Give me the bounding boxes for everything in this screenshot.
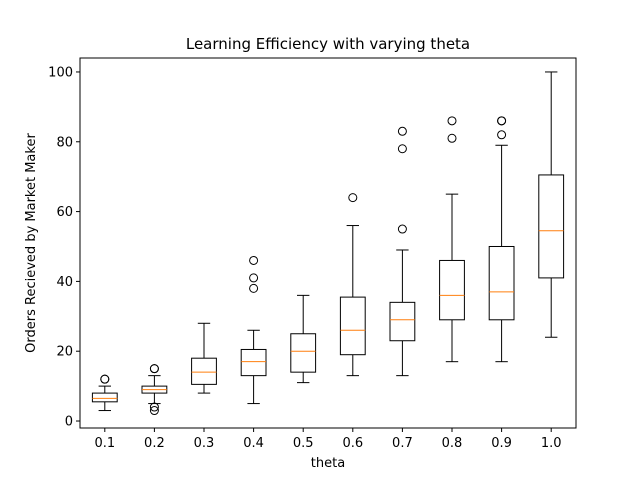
box-group bbox=[240, 255, 267, 405]
x-tick-label: 0.5 bbox=[293, 436, 314, 451]
box-group bbox=[191, 322, 217, 394]
outlier-point bbox=[497, 130, 507, 140]
y-tick-label: 80 bbox=[56, 135, 73, 150]
box-group bbox=[488, 116, 515, 363]
outlier-point bbox=[149, 406, 159, 416]
y-tick-label: 60 bbox=[56, 205, 73, 220]
x-tick-label: 0.8 bbox=[442, 436, 463, 451]
box-group bbox=[141, 364, 168, 416]
iqr-box bbox=[191, 357, 217, 385]
iqr-box bbox=[439, 259, 465, 321]
x-tick-label: 0.1 bbox=[94, 436, 115, 451]
outlier-point bbox=[249, 255, 259, 265]
outlier-point bbox=[397, 224, 407, 234]
outlier-point bbox=[497, 116, 507, 126]
box-group bbox=[538, 71, 565, 338]
y-tick-label: 100 bbox=[48, 65, 73, 80]
plot-frame bbox=[79, 57, 577, 429]
chart-title: Learning Efficiency with varying theta bbox=[186, 35, 470, 53]
y-axis-label: Orders Recieved by Market Maker bbox=[24, 133, 39, 353]
x-tick-label: 0.2 bbox=[144, 436, 165, 451]
iqr-box bbox=[290, 333, 317, 373]
outlier-point bbox=[249, 273, 259, 283]
x-tick-label: 0.9 bbox=[491, 436, 512, 451]
box-group bbox=[389, 126, 416, 377]
x-tick-label: 0.6 bbox=[342, 436, 363, 451]
outlier-point bbox=[447, 116, 457, 126]
outlier-point bbox=[348, 193, 358, 203]
outlier-point bbox=[100, 374, 110, 384]
iqr-box bbox=[339, 296, 366, 356]
x-tick-label: 1.0 bbox=[541, 436, 562, 451]
x-tick-label: 0.4 bbox=[243, 436, 264, 451]
outlier-point bbox=[447, 133, 457, 143]
x-tick-label: 0.3 bbox=[194, 436, 215, 451]
box-group bbox=[290, 294, 317, 384]
outlier-point bbox=[249, 283, 259, 293]
x-axis-label: theta bbox=[311, 456, 345, 471]
outlier-point bbox=[149, 402, 159, 412]
box-group bbox=[339, 193, 366, 377]
box-group bbox=[91, 374, 118, 412]
y-tick-label: 0 bbox=[65, 415, 73, 430]
iqr-box bbox=[488, 245, 515, 321]
iqr-box bbox=[538, 174, 565, 279]
box-group bbox=[439, 116, 465, 363]
outlier-point bbox=[149, 364, 159, 374]
outlier-point bbox=[397, 144, 407, 154]
iqr-box bbox=[240, 348, 267, 377]
iqr-box bbox=[91, 392, 118, 403]
outlier-point bbox=[397, 126, 407, 136]
y-tick-label: 20 bbox=[56, 345, 73, 360]
y-tick-label: 40 bbox=[56, 275, 73, 290]
iqr-box bbox=[389, 301, 416, 342]
x-tick-label: 0.7 bbox=[392, 436, 413, 451]
